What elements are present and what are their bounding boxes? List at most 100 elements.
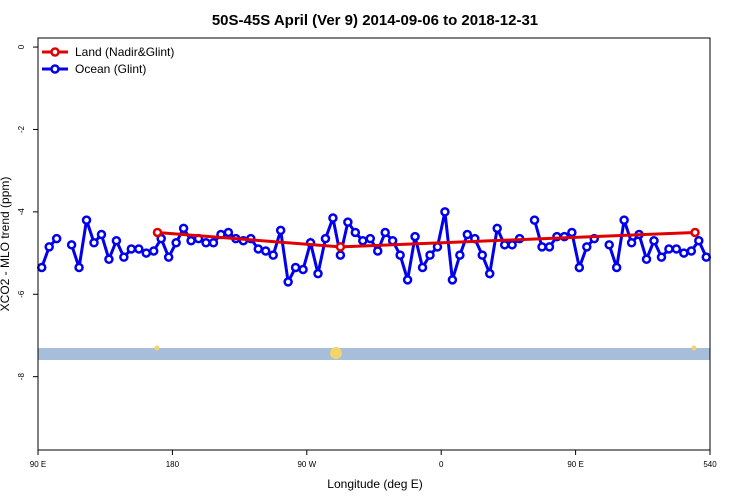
data-point xyxy=(313,268,323,279)
data-point xyxy=(395,250,405,260)
legend-label: Land (Nadir&Glint) xyxy=(75,45,174,59)
data-point xyxy=(529,215,540,225)
y-tick-label: -2 xyxy=(17,125,26,133)
legend-label: Ocean (Glint) xyxy=(75,62,146,76)
data-point xyxy=(649,235,659,246)
x-tick-label: 180 xyxy=(166,460,180,469)
mask-marker xyxy=(691,345,697,351)
data-point xyxy=(81,215,92,225)
data-point xyxy=(119,252,129,262)
x-tick-label: 90 E xyxy=(30,460,46,469)
data-point xyxy=(44,242,54,252)
data-point xyxy=(402,275,413,285)
data-point xyxy=(134,244,144,254)
data-point xyxy=(208,238,219,248)
mask-marker xyxy=(154,345,160,351)
data-point xyxy=(163,252,174,262)
data-point xyxy=(462,229,473,240)
data-point xyxy=(664,244,674,254)
data-point xyxy=(694,235,704,246)
data-point xyxy=(186,235,196,246)
data-point xyxy=(141,248,152,258)
data-point xyxy=(51,233,62,244)
data-point xyxy=(447,275,458,285)
data-point xyxy=(641,254,652,264)
data-point xyxy=(686,246,697,256)
data-point xyxy=(567,227,577,238)
data-point xyxy=(148,246,159,256)
y-tick-label: -6 xyxy=(17,290,26,298)
data-point xyxy=(268,250,278,260)
legend-marker xyxy=(50,64,60,74)
data-point xyxy=(611,262,622,273)
x-tick-label: 90 W xyxy=(297,460,316,469)
data-point xyxy=(358,235,368,246)
data-point xyxy=(604,240,614,250)
data-point xyxy=(171,238,181,248)
data-point xyxy=(223,227,234,238)
data-point xyxy=(582,242,592,252)
data-point xyxy=(96,229,107,240)
data-point xyxy=(690,227,700,238)
data-point xyxy=(477,250,488,260)
data-point xyxy=(626,238,637,248)
data-point xyxy=(260,246,271,256)
y-tick-label: -8 xyxy=(17,373,26,381)
chart-title: 50S-45S April (Ver 9) 2014-09-06 to 2018… xyxy=(212,12,538,29)
x-tick-label: 90 E xyxy=(567,460,583,469)
data-point xyxy=(492,223,502,234)
x-tick-label: 540 xyxy=(703,460,717,469)
data-point xyxy=(283,277,293,287)
data-point xyxy=(178,223,189,234)
data-point xyxy=(126,244,137,254)
data-point xyxy=(619,215,629,225)
x-axis-label: Longitude (deg E) xyxy=(327,477,422,491)
data-point xyxy=(328,213,338,223)
data-point xyxy=(417,262,428,273)
x-tick-label: 0 xyxy=(439,460,444,469)
data-point xyxy=(425,250,435,260)
data-point xyxy=(152,227,163,238)
data-point xyxy=(89,238,99,248)
y-axis-label: XCO2 - MLO trend (ppm) xyxy=(0,177,12,312)
data-point xyxy=(656,252,667,262)
mask-marker xyxy=(330,347,342,359)
data-point xyxy=(499,240,510,250)
plot-frame xyxy=(37,37,711,451)
data-point xyxy=(410,231,420,242)
data-point xyxy=(544,242,555,252)
data-point xyxy=(701,252,712,262)
y-tick-label: 0 xyxy=(17,44,26,49)
data-point xyxy=(537,242,547,252)
y-tick-label: -4 xyxy=(17,208,26,216)
data-point xyxy=(440,207,450,217)
surface-mask-band xyxy=(38,348,710,360)
data-point xyxy=(335,250,346,260)
data-point xyxy=(484,268,495,279)
data-point xyxy=(679,248,689,258)
legend-marker xyxy=(50,47,60,57)
data-point xyxy=(290,262,301,273)
data-point xyxy=(201,238,211,248)
data-point xyxy=(36,262,47,273)
data-point xyxy=(387,235,398,246)
data-point xyxy=(74,262,84,273)
data-point xyxy=(104,254,114,264)
data-point xyxy=(455,250,465,260)
data-point xyxy=(350,227,361,238)
data-point xyxy=(335,242,346,252)
data-point xyxy=(66,240,77,250)
data-point xyxy=(671,244,682,254)
plot-area xyxy=(36,207,712,287)
data-point xyxy=(380,227,390,238)
data-point xyxy=(275,225,286,236)
data-point xyxy=(574,262,585,273)
data-point xyxy=(298,264,308,275)
data-point xyxy=(320,233,331,244)
data-point xyxy=(111,235,122,246)
data-point xyxy=(365,233,376,244)
data-point xyxy=(507,240,517,250)
data-point xyxy=(372,246,383,256)
data-point xyxy=(343,217,353,227)
